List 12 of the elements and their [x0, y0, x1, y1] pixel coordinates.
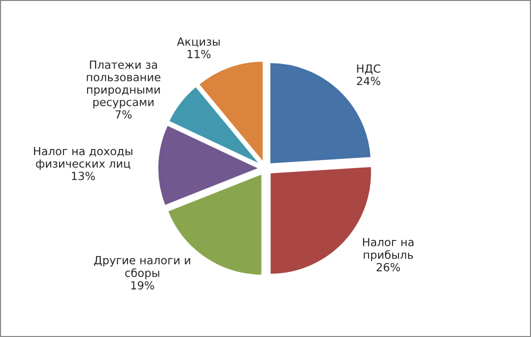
data-label: 11%	[188, 50, 211, 58]
slice-label: НДС	[357, 64, 380, 74]
slice-label: Налог на прибыль	[363, 238, 414, 262]
data-label: 13%	[72, 172, 95, 180]
slice-label: Другие налоги и сборы	[94, 256, 190, 280]
data-label: 7%	[116, 110, 132, 119]
slice-label: Налог на доходы физических лиц	[34, 147, 132, 170]
data-label: 19%	[131, 281, 154, 290]
slice-label: Платежи за пользование природными ресурсами	[86, 60, 160, 108]
slice-label: Акцизы	[176, 38, 220, 48]
data-label: 26%	[376, 262, 400, 272]
data-label: 24%	[356, 76, 380, 86]
